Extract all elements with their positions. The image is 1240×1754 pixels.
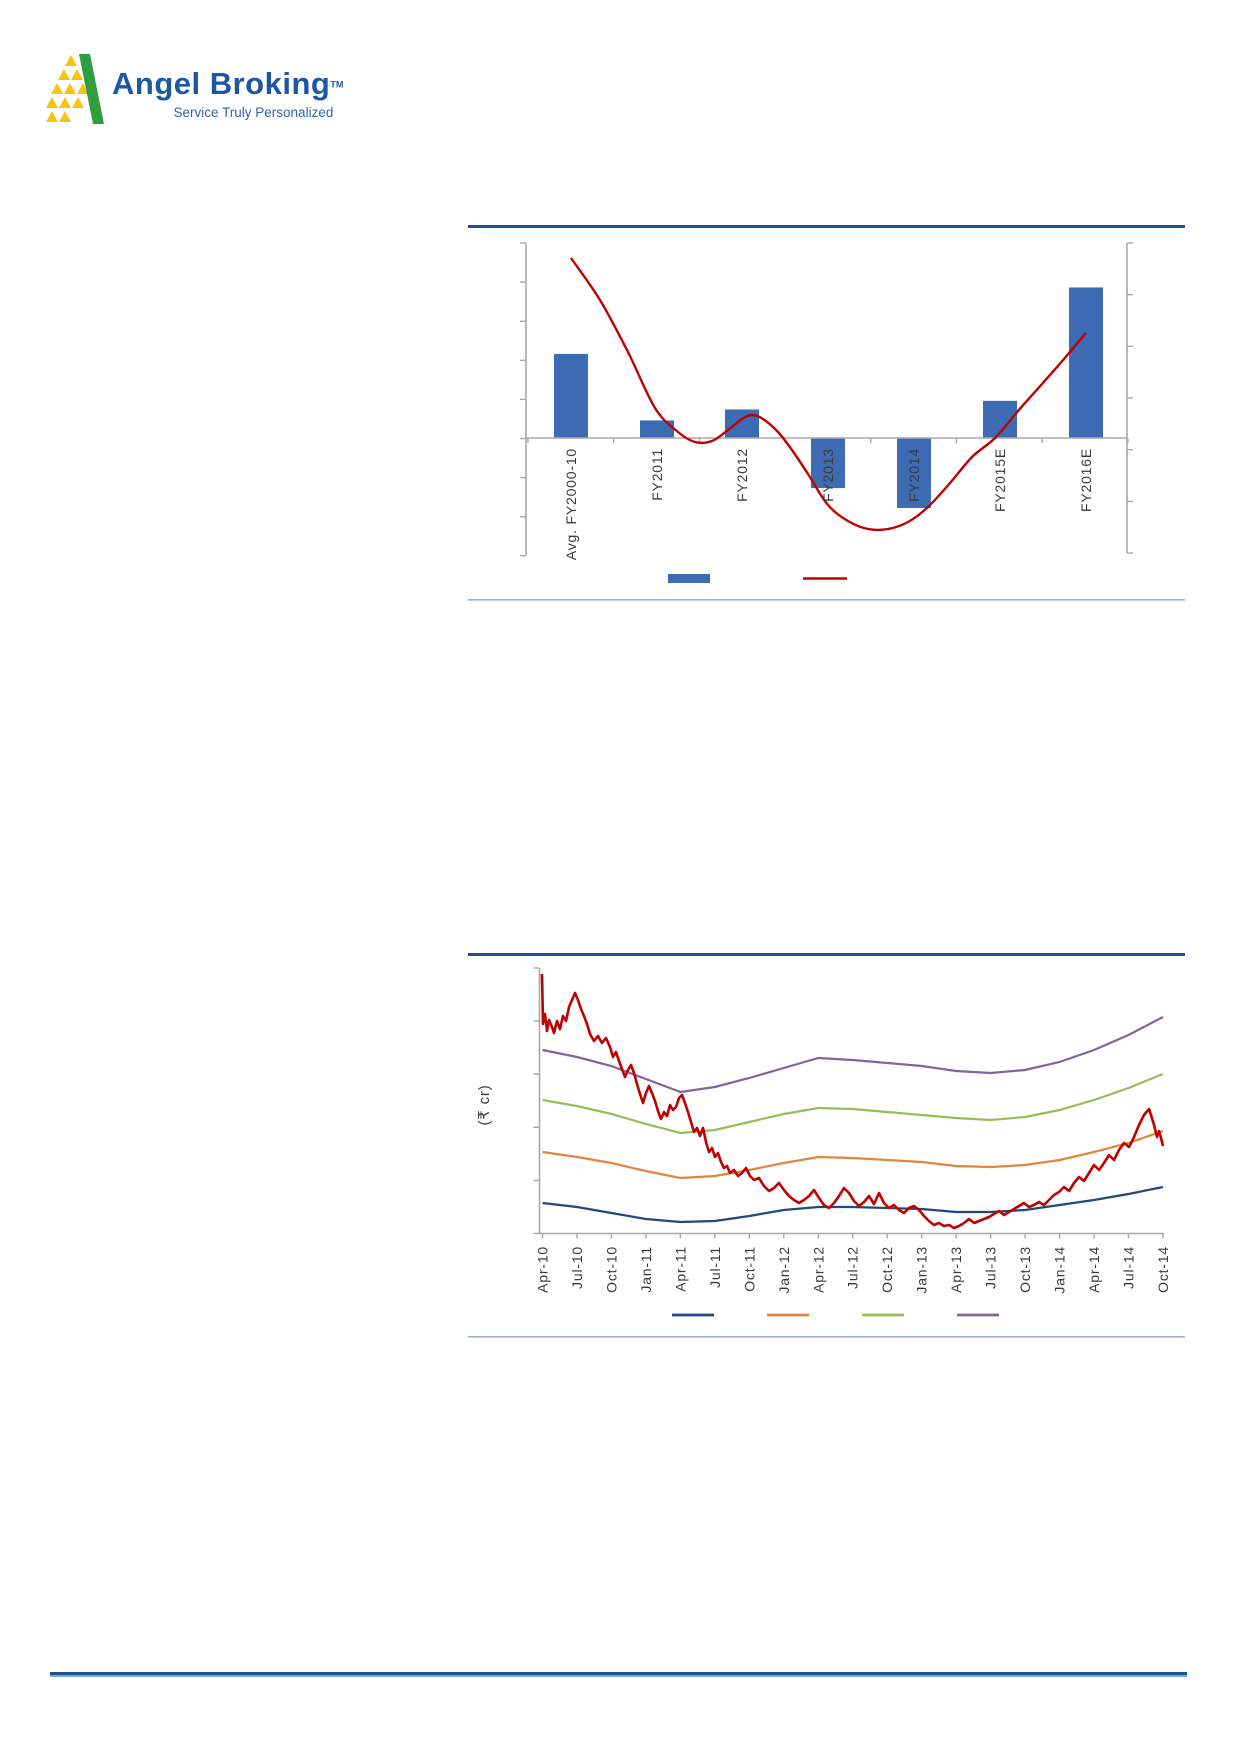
axis-tick-label: Apr-11 (672, 1246, 688, 1292)
chart-top-divider (468, 953, 1185, 956)
band-4-line (542, 1016, 1164, 1094)
green-swoosh-icon (79, 54, 104, 124)
bar (554, 353, 588, 438)
axis-tick-label: Jan-13 (914, 1246, 930, 1294)
chart-bottom-divider (468, 1336, 1185, 1338)
angel-broking-logo-icon (46, 54, 104, 124)
axis-tick-label: Apr-12 (810, 1246, 826, 1293)
y-axis-title: (₹ cr) (476, 1085, 493, 1126)
axis-tick-label: Jul-12 (845, 1246, 861, 1289)
brand-tagline: Service Truly Personalized (173, 105, 334, 120)
axis-tick-label: FY2012 (734, 448, 750, 502)
axis-tick-label: Jan-14 (1052, 1246, 1068, 1294)
category-labels: Avg. FY2000-10 FY2011 FY2012 FY2013 FY2014 FY… (563, 448, 1094, 560)
trademark: TM (330, 79, 344, 90)
bar (640, 420, 674, 438)
axis-tick-label: Apr-10 (535, 1246, 551, 1293)
chart-bottom-divider (468, 599, 1185, 601)
axis-tick-label: Oct-10 (603, 1246, 619, 1293)
axis-tick-label: Apr-14 (1086, 1246, 1102, 1293)
bar-series (554, 287, 1103, 508)
chart-top-divider (468, 225, 1185, 228)
axis-tick-label: Oct-14 (1155, 1246, 1171, 1293)
bar (897, 438, 931, 508)
angel-broking-logo: Angel BrokingTM Service Truly Personaliz… (46, 54, 343, 128)
axis-tick-label: Oct-12 (879, 1246, 895, 1293)
axis-tick-label: Jul-10 (569, 1246, 585, 1289)
yellow-triangles-icon (46, 55, 89, 122)
price-band-line-chart: Apr-10 Jul-10 Oct-10 Jan-11 Apr-11 Jul-11 Oct-… (468, 953, 1185, 1338)
axes (533, 967, 1164, 1239)
axis-tick-label: Avg. FY2000-10 (563, 448, 579, 560)
band-1-line (542, 1185, 1164, 1224)
legend-bar-swatch (668, 574, 710, 583)
trend-line (570, 257, 1087, 532)
axis-tick-label: Oct-11 (741, 1246, 757, 1292)
bar (811, 438, 845, 489)
axis-tick-label: Jul-14 (1120, 1246, 1136, 1289)
axis-tick-label: Jul-11 (707, 1246, 723, 1288)
x-axis-labels: Apr-10 Jul-10 Oct-10 Jan-11 Apr-11 Jul-11 Oct-… (535, 1246, 1171, 1294)
bar-line-combo-chart: Avg. FY2000-10 FY2011 FY2012 FY2013 FY2014 FY… (468, 225, 1185, 601)
axis-tick-label: Apr-13 (948, 1246, 964, 1293)
axis-tick-label: FY2015E (992, 448, 1008, 512)
price-line (540, 973, 1165, 1230)
axes (520, 242, 1133, 557)
band-2-line (542, 1129, 1164, 1180)
axis-tick-label: FY2013 (820, 448, 836, 502)
axis-tick-label: Jan-11 (638, 1246, 654, 1293)
axis-tick-label: Jan-12 (776, 1246, 792, 1294)
band-lines (542, 1016, 1164, 1224)
brand-name: Angel Broking (112, 66, 331, 101)
bar (725, 409, 759, 438)
band-3-line (542, 1072, 1164, 1135)
footer-divider (50, 1672, 1187, 1677)
axis-tick-label: FY2016E (1078, 448, 1094, 512)
brand-block: Angel BrokingTM Service Truly Personaliz… (112, 54, 343, 120)
axis-tick-label: Oct-13 (1017, 1246, 1033, 1293)
axis-tick-label: FY2014 (906, 448, 922, 502)
bar (1069, 287, 1103, 438)
axis-tick-label: Jul-13 (983, 1246, 999, 1289)
legend (668, 574, 847, 583)
axis-tick-label: FY2011 (649, 448, 665, 501)
